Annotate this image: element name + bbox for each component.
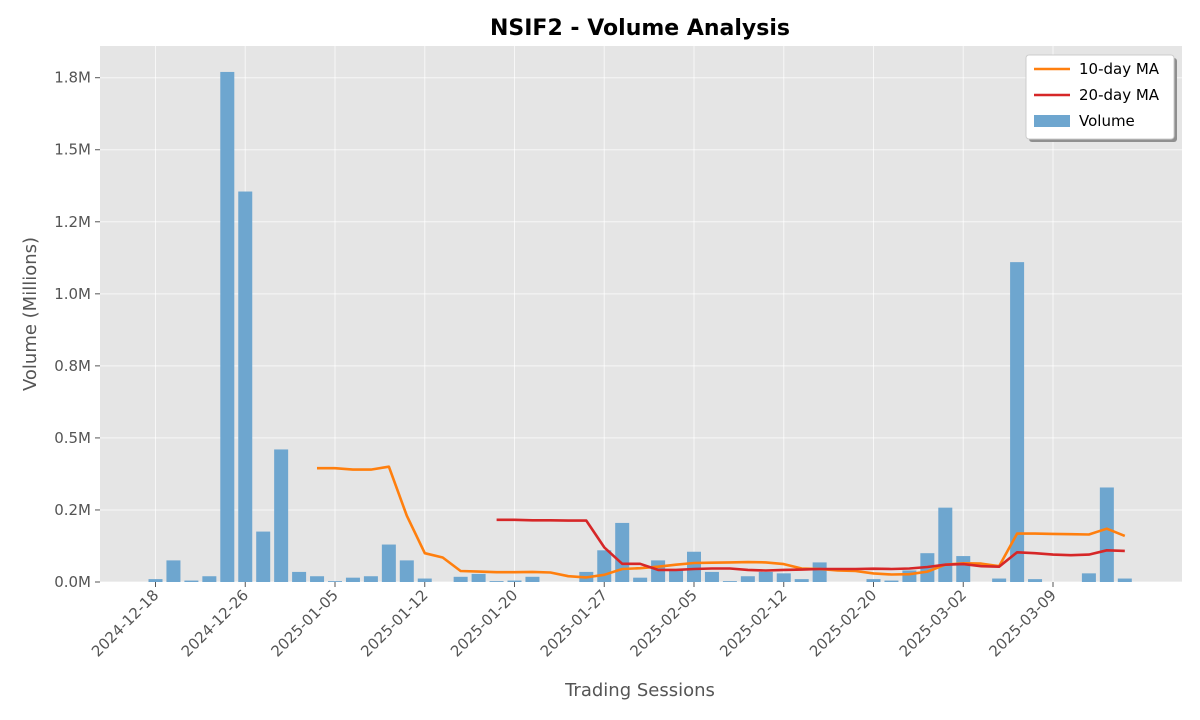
x-tick-label: 2025-01-05 (267, 586, 341, 660)
volume-bar (794, 579, 809, 582)
legend-label: Volume (1079, 112, 1135, 130)
volume-bar (381, 544, 396, 582)
volume-bar (525, 576, 540, 582)
volume-bar (633, 577, 648, 582)
y-tick-label: 0.5M (54, 429, 91, 447)
volume-bar (812, 562, 827, 582)
ma-line (317, 465, 1126, 579)
volume-bar (327, 581, 343, 582)
volume-bar (722, 581, 737, 582)
volume-bar (1081, 573, 1096, 582)
volume-bar (758, 571, 773, 582)
volume-bar (184, 580, 199, 582)
volume-bar (220, 71, 235, 582)
y-tick-label: 1.2M (54, 213, 91, 231)
volume-bar (902, 570, 917, 582)
volume-bar (1010, 262, 1025, 582)
volume-bar (669, 569, 684, 582)
volume-bar (256, 531, 271, 582)
y-axis-ticks: 0.0M 0.2M 0.5M 0.8M 1.0M 1.2M 1.5M 1.8M (54, 69, 100, 591)
volume-bar (1117, 578, 1132, 582)
volume-bar (740, 576, 755, 582)
legend: 10-day MA 20-day MA Volume (1025, 54, 1177, 142)
volume-bar (507, 580, 522, 582)
y-tick-label: 1.5M (54, 141, 91, 159)
legend-bar-swatch (1034, 115, 1070, 127)
volume-bar (345, 577, 360, 582)
x-tick-label: 2025-02-20 (806, 586, 880, 660)
y-tick-label: 0.2M (54, 501, 91, 519)
x-tick-label: 2025-03-02 (896, 586, 970, 660)
x-tick-label: 2025-01-27 (537, 586, 611, 660)
volume-bar (686, 551, 702, 582)
x-tick-label: 2025-03-09 (985, 586, 1059, 660)
volume-bar (704, 571, 719, 582)
volume-bar (238, 191, 253, 582)
y-tick-label: 0.8M (54, 357, 91, 375)
y-tick-label: 0.0M (54, 573, 91, 591)
volume-bar (938, 507, 953, 582)
volume-bar (1099, 487, 1114, 582)
legend-label: 10-day MA (1079, 60, 1160, 78)
volume-bar (417, 578, 432, 582)
x-tick-label: 2024-12-18 (88, 586, 162, 660)
volume-bar (776, 573, 791, 582)
volume-bar (992, 578, 1007, 582)
volume-bar (489, 581, 504, 582)
volume-bar (884, 580, 899, 582)
volume-bar (471, 573, 486, 582)
volume-bar (399, 560, 414, 582)
x-axis-ticks: 2024-12-18 2024-12-26 2025-01-05 2025-01-12… (88, 582, 1060, 660)
volume-bar (956, 556, 971, 582)
chart-title: NSIF2 - Volume Analysis (490, 16, 790, 41)
volume-bar (292, 571, 307, 582)
volume-bar (166, 560, 181, 582)
y-tick-label: 1.0M (54, 285, 91, 303)
x-tick-label: 2025-02-05 (626, 586, 700, 660)
volume-bars (148, 71, 1132, 582)
volume-bar (363, 576, 378, 582)
moving-average-lines (317, 465, 1126, 579)
volume-bar (148, 579, 163, 582)
x-tick-label: 2024-12-26 (178, 586, 252, 660)
volume-bar (274, 449, 289, 582)
x-tick-label: 2025-01-20 (447, 586, 521, 660)
y-axis-label: Volume (Millions) (20, 237, 41, 391)
x-tick-label: 2025-02-12 (716, 586, 790, 660)
volume-bar (202, 576, 217, 582)
volume-bar (1028, 579, 1043, 582)
legend-label: 20-day MA (1079, 86, 1160, 104)
volume-bar (310, 576, 325, 582)
ma-line (496, 518, 1125, 572)
volume-bar (453, 576, 468, 582)
y-tick-label: 1.8M (54, 69, 91, 87)
volume-bar (597, 550, 612, 582)
x-axis-label: Trading Sessions (564, 680, 715, 701)
x-tick-label: 2025-01-12 (357, 586, 431, 660)
volume-bar (866, 579, 881, 582)
volume-bar (615, 522, 630, 582)
